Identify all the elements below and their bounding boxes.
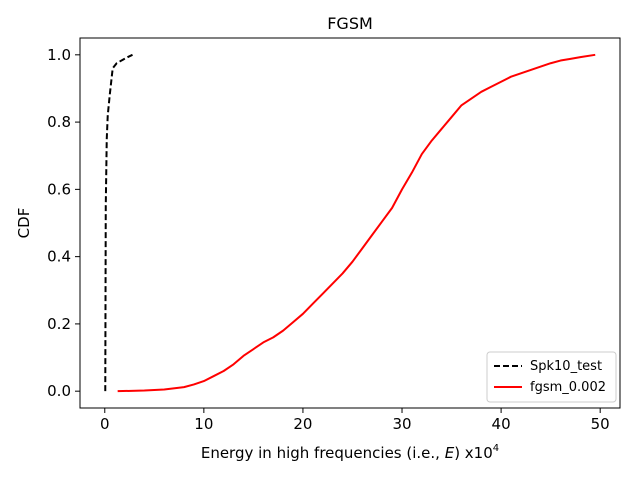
legend-label-spk10-test: Spk10_test [530,359,602,374]
legend-label-fgsm: fgsm_0.002 [530,380,606,395]
x-axis-label-prefix: Energy in high frequencies (i.e., [201,444,445,462]
chart-title: FGSM [327,14,373,33]
y-tick-label: 0.8 [47,113,71,131]
x-tick-label: 30 [392,415,411,433]
y-tick-label: 0.0 [47,382,71,400]
legend: Spk10_test fgsm_0.002 [486,351,617,403]
x-axis-label-suffix: ) x10 [454,444,493,462]
plot-frame [79,37,621,409]
y-tick-label: 0.4 [47,248,71,266]
series-line-spk10-test [104,53,133,392]
x-axis-label-exponent: 4 [493,443,499,454]
x-tick-label: 10 [194,415,213,433]
y-axis-label: CDF [15,208,33,239]
y-tick-label: 0.2 [47,315,71,333]
legend-box [486,351,617,403]
x-axis-label-var: E [445,444,455,462]
series-line-fgsm [117,53,596,393]
x-tick-label: 40 [492,415,511,433]
y-axis: 0.0 0.2 0.4 0.6 0.8 1.0 [47,46,80,400]
y-tick-label: 0.6 [47,180,71,198]
x-tick-label: 50 [591,415,610,433]
x-axis-label: Energy in high frequencies (i.e., E) x10… [201,443,499,462]
x-axis: 0 10 20 30 40 50 [100,408,610,433]
plot-area [104,53,596,393]
x-tick-label: 20 [293,415,312,433]
y-tick-label: 1.0 [47,46,71,64]
x-tick-label: 0 [100,415,110,433]
